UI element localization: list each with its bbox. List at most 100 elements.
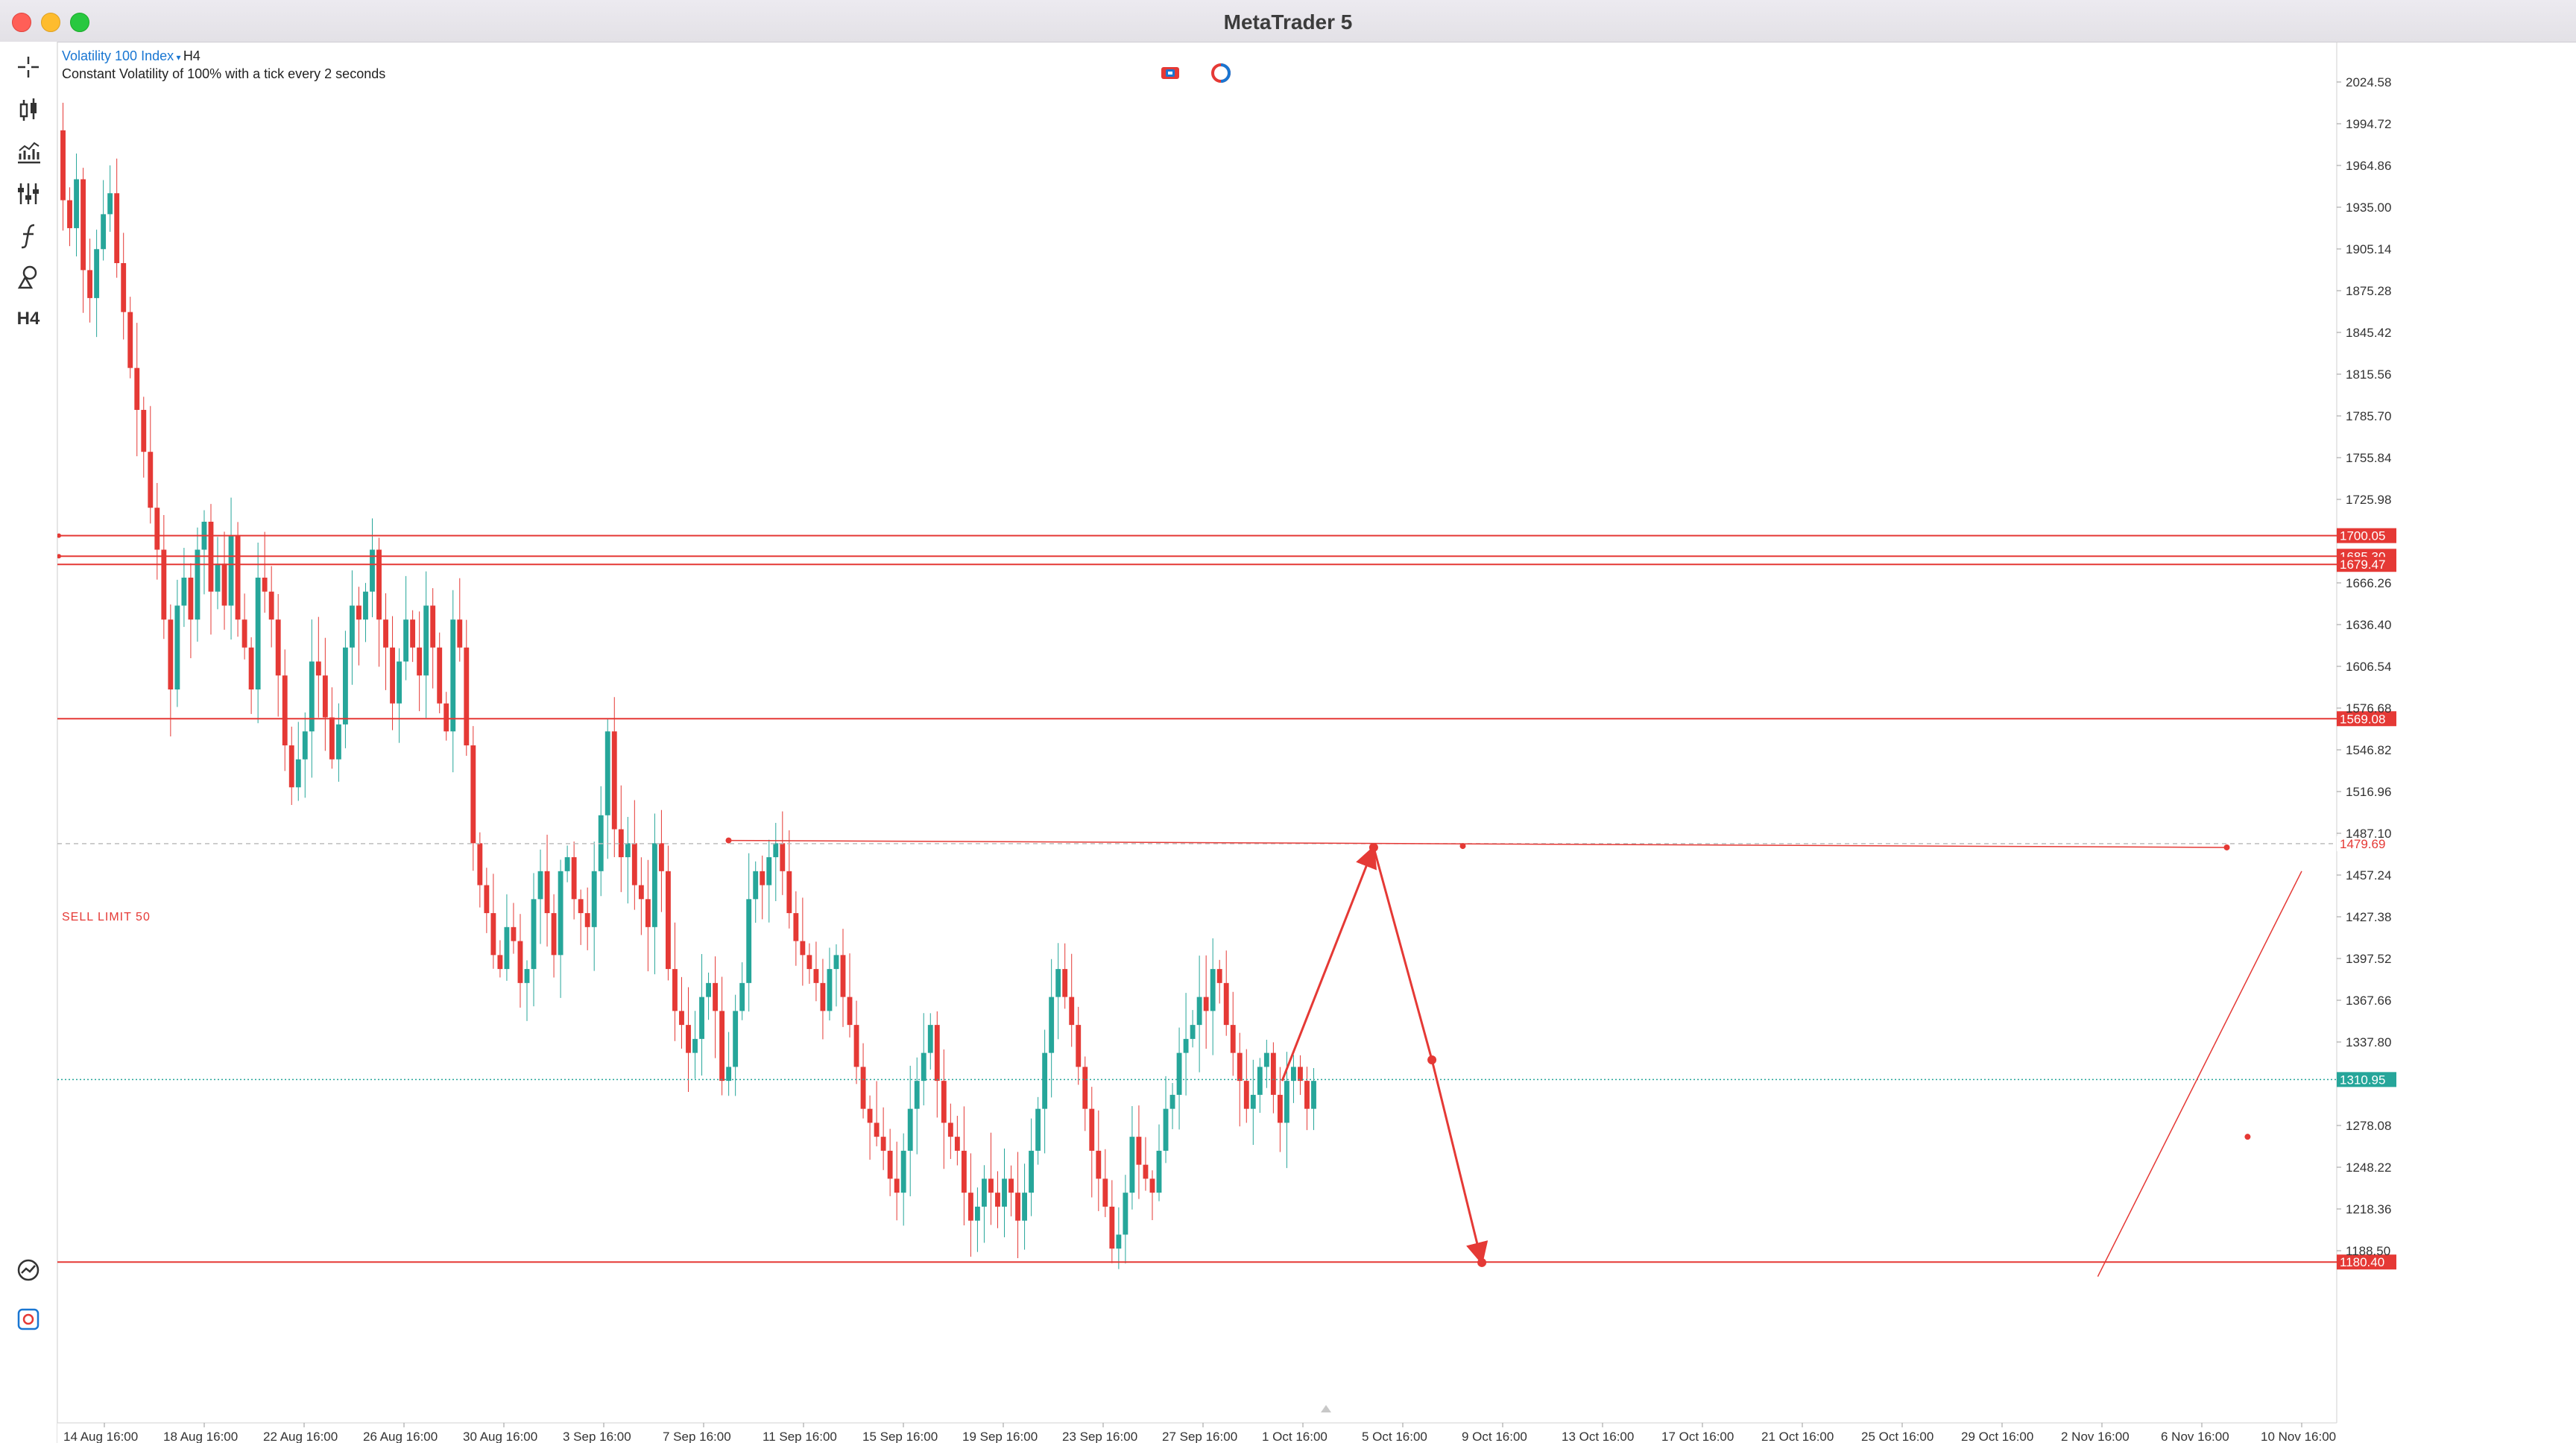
trade-icon[interactable] (10, 1252, 46, 1288)
time-tick-label: 7 Sep 16:00 (663, 1430, 731, 1443)
candle-body (107, 193, 113, 215)
candle-body (1169, 1094, 1175, 1109)
drawing-shapes-icon[interactable] (10, 259, 46, 295)
candle-body (1129, 1137, 1135, 1193)
candle-body (295, 759, 301, 788)
symbol-timeframe: H4 (183, 48, 201, 63)
function-icon[interactable] (10, 218, 46, 253)
symbol-info: Volatility 100 Index ▾ H4 Constant Volat… (62, 48, 385, 82)
candle-body (1069, 997, 1075, 1026)
candle-body (982, 1178, 987, 1207)
symbol-dropdown-icon[interactable]: ▾ (174, 52, 183, 63)
candle-body (1156, 1150, 1162, 1193)
price-tick-label: 1935.00 (2346, 200, 2391, 215)
candle-body (1277, 1094, 1283, 1123)
candle-body (282, 675, 288, 746)
projection-path-segment (1372, 847, 1433, 1061)
candle-body (335, 724, 341, 760)
time-tick-label: 18 Aug 16:00 (163, 1430, 238, 1443)
candle-body (1109, 1206, 1115, 1249)
candle-body (403, 619, 409, 662)
candle-body (504, 926, 510, 970)
candle-body (457, 619, 463, 648)
chart-area[interactable]: 1700.05 1685.30 1679.47 1569.08 1479.69 1180.… (57, 42, 2576, 1443)
sell-limit-trendline (728, 839, 2227, 848)
projection-path-segment (1281, 845, 1377, 1082)
time-tick-label: 25 Oct 16:00 (1861, 1430, 1933, 1443)
candle-body (1035, 1108, 1041, 1151)
candle-body (517, 941, 523, 983)
candle-body (967, 1193, 973, 1221)
candle-body (221, 563, 227, 606)
candle-body (1250, 1094, 1256, 1109)
candle-body (786, 871, 792, 914)
chart-type-icon[interactable] (10, 92, 46, 128)
candle-body (417, 647, 423, 676)
sell-limit-order-label[interactable]: SELL LIMIT 50 (62, 911, 151, 923)
candle-body (329, 717, 335, 760)
window-titlebar: MetaTrader 5 (0, 0, 2576, 42)
candle-body (941, 1081, 947, 1123)
candle-body (356, 605, 362, 620)
candle-body (235, 535, 241, 620)
candle-body (450, 619, 456, 732)
level-price-label: 1679.47 (2340, 558, 2385, 572)
candle-body (470, 745, 476, 844)
candle-body (1055, 969, 1061, 997)
candle-body (524, 969, 530, 983)
candle-body (1049, 997, 1055, 1053)
candle-body (511, 926, 517, 941)
candle-body (847, 997, 853, 1026)
price-tick-label: 1815.56 (2346, 367, 2391, 382)
maximize-window-button[interactable] (70, 13, 89, 32)
signals-icon[interactable] (1210, 62, 1232, 84)
symbol-name[interactable]: Volatility 100 Index (62, 48, 174, 63)
candle-body (921, 1052, 926, 1082)
chart-canvas[interactable]: 1700.051685.301679.471569.081479.691180.… (57, 42, 2576, 1443)
indicators-icon[interactable] (10, 134, 46, 170)
projection-path-point (1368, 842, 1378, 852)
candle-body (195, 549, 201, 620)
candle-body (760, 871, 765, 885)
account-icon[interactable] (10, 1301, 46, 1337)
time-tick-label: 26 Aug 16:00 (363, 1430, 438, 1443)
symbol-description: Constant Volatility of 100% with a tick … (62, 66, 386, 81)
candle-body (1263, 1052, 1269, 1067)
candle-body (739, 982, 745, 1011)
candle-body (827, 969, 833, 1011)
candle-body (188, 577, 194, 620)
candle-body (322, 675, 328, 718)
timeframe-button[interactable]: H4 (10, 301, 46, 337)
candle-body (1076, 1025, 1082, 1067)
candle-body (571, 857, 577, 900)
price-tick-label: 1427.38 (2346, 910, 2391, 924)
current-price-label: 1310.95 (2340, 1073, 2385, 1087)
candle-body (101, 214, 107, 250)
settings-sliders-icon[interactable] (10, 176, 46, 212)
candle-body (907, 1108, 913, 1151)
minimize-window-button[interactable] (41, 13, 60, 32)
candle-body (1029, 1150, 1035, 1193)
candle-body (215, 563, 221, 592)
one-click-trading-icon[interactable] (1159, 62, 1181, 84)
candle-body (544, 871, 550, 914)
candle-body (900, 1150, 906, 1193)
candle-body (268, 591, 274, 620)
candle-body (564, 857, 570, 871)
candle-body (860, 1067, 866, 1109)
candle-body (174, 605, 180, 690)
close-window-button[interactable] (12, 13, 31, 32)
time-tick-label: 6 Nov 16:00 (2161, 1430, 2229, 1443)
candle-body (87, 270, 93, 298)
projection-path-segment (1430, 1059, 1489, 1265)
candle-body (1136, 1137, 1142, 1165)
price-tick-label: 1248.22 (2346, 1161, 2391, 1175)
price-tick-label: 1636.40 (2346, 618, 2391, 632)
candle-body (833, 955, 839, 970)
candle-body (820, 982, 826, 1011)
price-tick-label: 1666.26 (2346, 576, 2391, 590)
crosshair-icon[interactable] (10, 49, 46, 85)
level-anchor-dot (57, 533, 61, 538)
candle-body (531, 899, 537, 970)
candle-body (611, 731, 617, 830)
